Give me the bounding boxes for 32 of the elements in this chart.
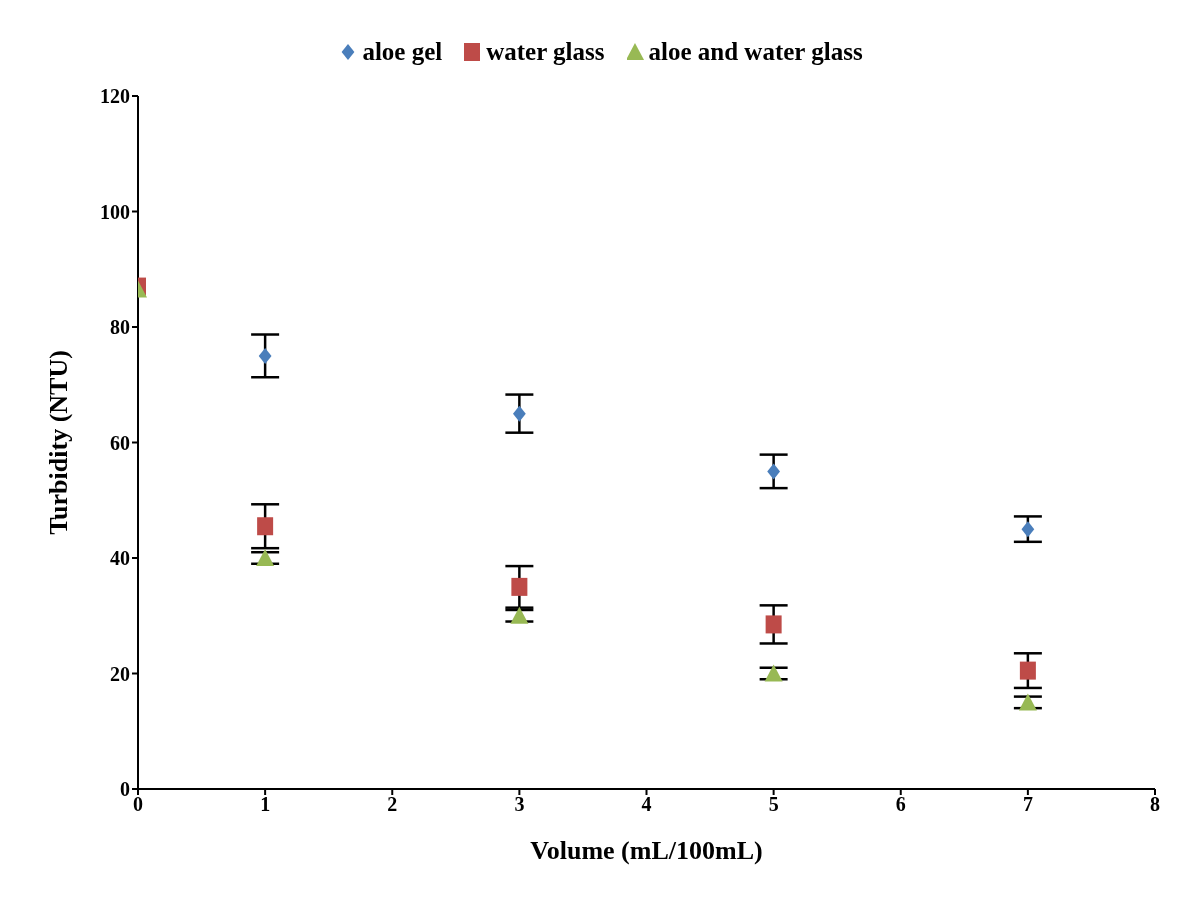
y-tick-label: 60: [110, 431, 130, 454]
x-tick-label: 1: [260, 793, 271, 816]
x-tick-label: 8: [1150, 793, 1160, 816]
y-tick-label: 80: [110, 316, 130, 339]
x-tick-label: 3: [514, 793, 525, 816]
y-tick-label: 100: [100, 200, 130, 223]
legend-label: water glass: [485, 38, 605, 66]
y-tick-label: 0: [120, 778, 130, 801]
x-tick-label: 4: [641, 793, 652, 816]
y-tick-label: 40: [110, 547, 130, 570]
legend-label: aloe gel: [361, 38, 443, 66]
point: [767, 463, 781, 480]
x-tick-label: 6: [895, 793, 906, 816]
point: [1018, 693, 1037, 711]
point: [764, 664, 783, 682]
point: [765, 615, 782, 634]
point: [1021, 521, 1035, 538]
x-tick-label: 7: [1022, 793, 1033, 816]
point: [511, 577, 528, 596]
y-axis-title: Turbidity (NTU): [44, 350, 74, 535]
legend-label: aloe and water glass: [647, 38, 863, 66]
point: [258, 347, 272, 364]
x-axis-title: Volume (mL/100mL): [530, 836, 763, 865]
point: [510, 606, 529, 624]
y-tick-label: 20: [110, 662, 130, 685]
x-tick-label: 2: [387, 793, 398, 816]
point: [256, 549, 275, 566]
point: [257, 517, 274, 536]
y-tick-label: 120: [100, 85, 130, 108]
x-tick-label: 5: [768, 793, 779, 816]
point: [512, 405, 526, 422]
point: [1019, 661, 1036, 680]
